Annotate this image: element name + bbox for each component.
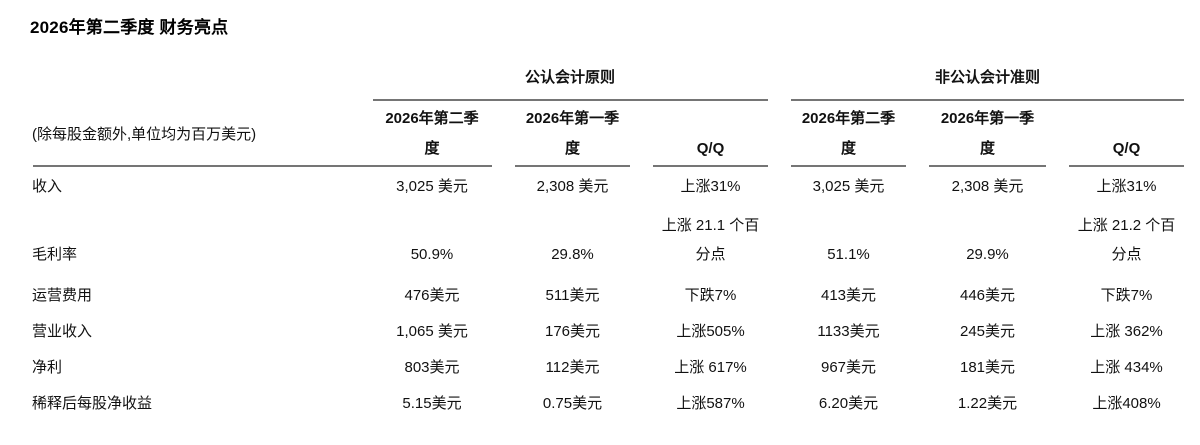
row-label-diluted-eps: 稀释后每股净收益 xyxy=(32,395,153,412)
value-cell: 6.20美元 xyxy=(818,395,879,412)
value-cell: 413美元 xyxy=(820,287,877,304)
header-underline-gaap-q1 xyxy=(515,165,630,167)
value-cell: 1,065 美元 xyxy=(396,323,468,340)
page-title: 2026年第二季度 财务亮点 xyxy=(30,18,229,37)
value-cell: 下跌7% xyxy=(684,287,737,304)
gaap-group-underline xyxy=(373,99,768,101)
row-label-gross-margin: 毛利率 xyxy=(32,246,78,263)
value-cell: 上涨 21.2 个百分点 xyxy=(1069,207,1184,278)
value-cell: 3,025 美元 xyxy=(396,178,468,195)
col-header-gaap-q1: 2026年第一季度 xyxy=(515,102,630,167)
header-underline-label-q2 xyxy=(33,165,492,167)
value-cell: 5.15美元 xyxy=(402,395,462,412)
col-header-text: 2026年第二季度 xyxy=(801,110,896,157)
value-cell: 446美元 xyxy=(959,287,1016,304)
value-cell: 967美元 xyxy=(820,359,877,376)
header-underline-nongaap-q2 xyxy=(791,165,906,167)
value-cell: 上涨408% xyxy=(1092,395,1161,412)
value-cell: 上涨 617% xyxy=(674,359,747,376)
value-text: 上涨 21.2 个百分点 xyxy=(1077,217,1176,263)
row-label-net-income: 净利 xyxy=(32,359,63,376)
value-cell: 511美元 xyxy=(545,287,600,304)
value-cell: 0.75美元 xyxy=(542,395,603,412)
value-cell: 上涨31% xyxy=(680,178,741,195)
non-gaap-group-underline xyxy=(791,99,1184,101)
col-header-nongaap-qq: Q/Q xyxy=(1112,140,1141,157)
col-header-text: 2026年第一季度 xyxy=(940,110,1035,157)
value-cell: 上涨 434% xyxy=(1090,359,1163,376)
financial-highlights-table: 公认会计原则 非公认会计准则 (除每股金额外,单位均为百万美元) 2026年第二… xyxy=(30,60,1184,422)
value-cell: 1.22美元 xyxy=(957,395,1018,412)
value-cell: 2,308 美元 xyxy=(951,178,1024,195)
col-header-nongaap-q1: 2026年第一季度 xyxy=(929,102,1046,167)
header-underline-gaap-qq xyxy=(653,165,768,167)
col-header-text: 2026年第二季度 xyxy=(385,110,479,157)
value-cell: 803美元 xyxy=(404,359,460,376)
row-label-revenue: 收入 xyxy=(32,178,63,195)
value-cell: 50.9% xyxy=(410,246,454,263)
value-text: 上涨 21.1 个百分点 xyxy=(661,217,760,263)
row-label-operating-expenses: 运营费用 xyxy=(32,287,93,304)
value-cell: 29.8% xyxy=(551,246,594,263)
value-cell: 上涨587% xyxy=(676,395,745,412)
value-cell: 29.9% xyxy=(966,246,1009,263)
gaap-group-header: 公认会计原则 xyxy=(524,69,615,86)
value-cell: 245美元 xyxy=(959,323,1016,340)
value-cell: 1133美元 xyxy=(817,323,880,340)
row-label-operating-income: 营业收入 xyxy=(32,323,93,340)
value-cell: 上涨 362% xyxy=(1090,323,1163,340)
header-underline-nongaap-q1 xyxy=(929,165,1046,167)
value-cell: 51.1% xyxy=(827,246,870,263)
value-cell: 上涨 21.1 个百分点 xyxy=(653,207,768,278)
value-cell: 2,308 美元 xyxy=(536,178,609,195)
value-cell: 112美元 xyxy=(545,359,600,376)
unit-note: (除每股金额外,单位均为百万美元) xyxy=(32,125,257,143)
value-cell: 上涨31% xyxy=(1096,178,1157,195)
header-underline-nongaap-qq xyxy=(1069,165,1184,167)
col-header-gaap-qq: Q/Q xyxy=(696,140,725,157)
value-cell: 476美元 xyxy=(404,287,460,304)
col-header-nongaap-q2: 2026年第二季度 xyxy=(791,102,906,167)
value-cell: 3,025 美元 xyxy=(812,178,885,195)
value-cell: 176美元 xyxy=(544,323,601,340)
value-cell: 下跌7% xyxy=(1100,287,1153,304)
value-cell: 181美元 xyxy=(959,359,1016,376)
non-gaap-group-header: 非公认会计准则 xyxy=(934,69,1040,86)
value-cell: 上涨505% xyxy=(676,323,745,340)
col-header-gaap-q2: 2026年第二季度 xyxy=(372,102,492,167)
col-header-text: 2026年第一季度 xyxy=(525,110,620,157)
